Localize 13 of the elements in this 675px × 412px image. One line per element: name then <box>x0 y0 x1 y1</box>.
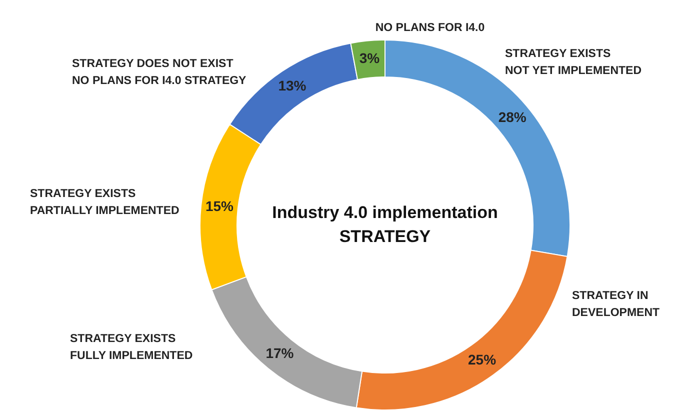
slice-label: STRATEGY IN DEVELOPMENT <box>572 290 660 319</box>
data-label: 28% <box>498 108 527 125</box>
slice-label: NO PLANS FOR I4.0 <box>375 22 485 34</box>
data-label: 13% <box>278 78 307 94</box>
slice-label: STRATEGY DOES NOT EXIST NO PLANS FOR I4.0 STRATEGY <box>72 58 247 87</box>
data-label: 17% <box>266 345 294 362</box>
slice-label: STRATEGY EXISTS PARTIALLY IMPLEMENTED <box>30 188 180 217</box>
data-label: 25% <box>468 351 497 368</box>
slice-label: STRATEGY EXISTS FULLY IMPLEMENTED <box>70 333 193 362</box>
data-label: 15% <box>205 198 234 214</box>
slice-label: STRATEGY EXISTS NOT YET IMPLEMENTED <box>505 48 642 77</box>
text: Industry 4.0 implementation STRATEGY <box>272 203 498 246</box>
data-label: 3% <box>359 50 380 66</box>
